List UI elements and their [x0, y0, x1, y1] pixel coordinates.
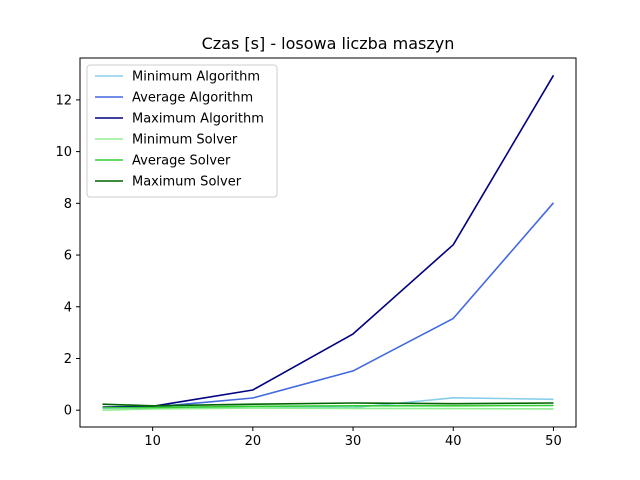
- legend-label-0: Minimum Algorithm: [132, 70, 260, 85]
- x-tick-label-3: 40: [445, 434, 462, 449]
- y-tick-label-4: 8: [64, 197, 72, 212]
- series-line-4: [102, 404, 554, 409]
- legend: Minimum Algorithm Average Algorithm Maximu…: [86, 64, 278, 198]
- series-line-2: [102, 74, 555, 408]
- y-tick-label-0: 0: [64, 404, 72, 419]
- x-tick-label-4: 50: [545, 434, 562, 449]
- y-tick-label-3: 6: [64, 249, 72, 264]
- legend-label-2: Maximum Algorithm: [132, 112, 264, 127]
- series-line-3: [102, 407, 554, 411]
- plot-lines: [102, 74, 555, 411]
- series-line-5: [102, 402, 554, 407]
- legend-label-3: Minimum Solver: [132, 133, 238, 148]
- legend-label-1: Average Algorithm: [132, 91, 253, 106]
- legend-label-5: Maximum Solver: [132, 175, 242, 190]
- x-tick-label-1: 20: [245, 434, 262, 449]
- y-tick-label-6: 12: [55, 93, 72, 108]
- plot-frame: [79, 57, 577, 428]
- chart-title: Czas [s] - losowa liczba maszyn: [202, 34, 455, 53]
- y-tick-label-2: 4: [64, 300, 72, 315]
- legend-box: [86, 64, 278, 198]
- y-tick-label-5: 10: [55, 145, 72, 160]
- legend-label-4: Average Solver: [132, 154, 231, 169]
- series-line-1: [102, 202, 555, 409]
- y-axis-ticks: 0 2 4 6 8 10 12: [55, 93, 80, 419]
- x-tick-label-0: 10: [144, 434, 161, 449]
- y-tick-label-1: 2: [64, 352, 72, 367]
- x-tick-label-2: 30: [345, 434, 362, 449]
- x-axis-ticks: 10 20 30 40 50: [144, 427, 562, 449]
